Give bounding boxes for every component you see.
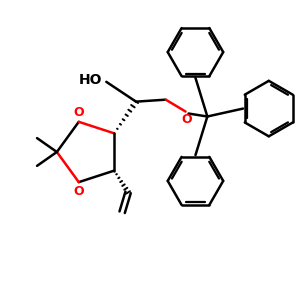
Text: O: O — [74, 106, 84, 119]
Text: O: O — [181, 112, 192, 125]
Text: O: O — [74, 185, 84, 198]
Text: HO: HO — [79, 73, 102, 87]
